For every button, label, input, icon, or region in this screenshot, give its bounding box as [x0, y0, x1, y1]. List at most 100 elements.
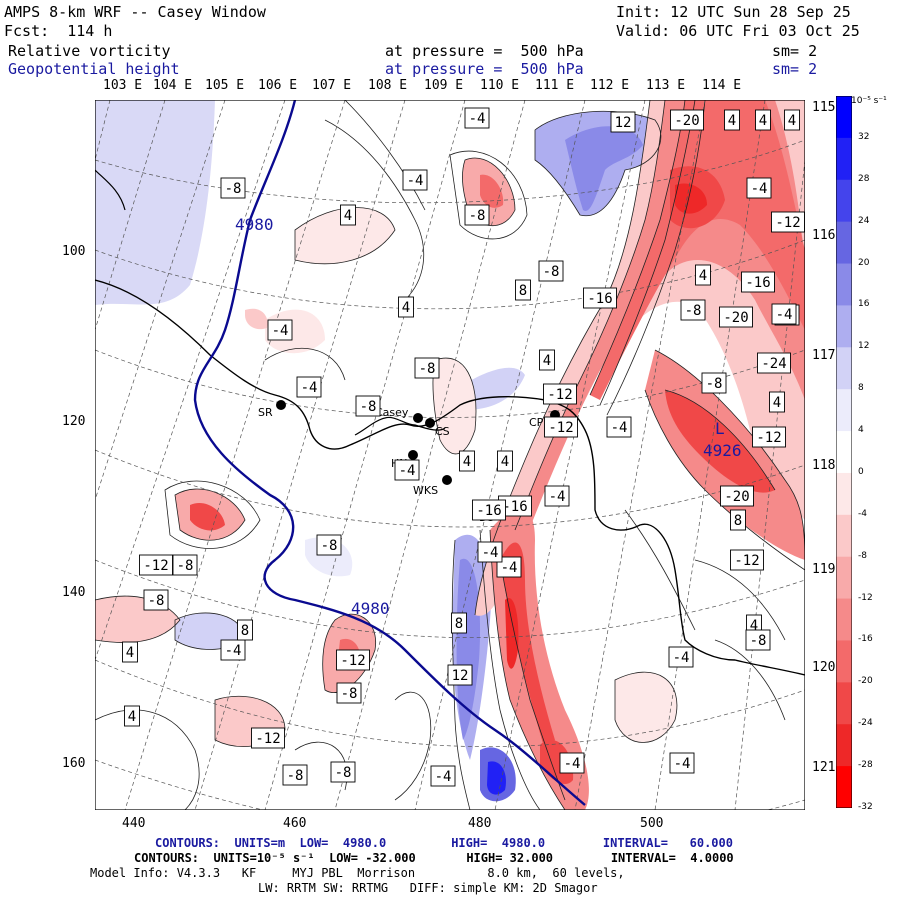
colorbar-cell [836, 514, 852, 558]
contour-label: -16 [583, 287, 617, 309]
contour-label: -12 [544, 416, 578, 438]
contour-label-value: -8 [148, 593, 165, 609]
contour-label-value: 8 [734, 513, 742, 529]
contour-label-value: -4 [611, 420, 628, 436]
longitude-label: 108 E [368, 78, 408, 93]
longitude-label: 114 E [702, 78, 742, 93]
contour-label: -16 [472, 499, 506, 521]
longitude-label: 105 E [205, 78, 245, 93]
contour-label: -8 [745, 629, 771, 651]
field2-smoothing: sm= 2 [772, 60, 818, 78]
field2-name: Geopotential height [8, 60, 180, 78]
contour-label-value: 4 [750, 618, 758, 634]
contour-label-value: 8 [241, 623, 249, 639]
low-pressure-marker: L [715, 419, 725, 438]
colorbar-label: 8 [858, 383, 864, 394]
contour-label: -16 [741, 271, 775, 293]
contour-label-value: 12 [615, 115, 632, 131]
contour-label-value: -12 [255, 731, 280, 747]
footer-physics-info: LW: RRTM SW: RRTMG DIFF: simple KM: 2D S… [258, 881, 598, 895]
contour-label: 4 [695, 264, 711, 286]
contour-label: -8 [282, 764, 308, 786]
station-label-casey: Casey [375, 406, 409, 419]
contour-label: 8 [237, 619, 253, 641]
contour-label-value: -4 [301, 380, 318, 396]
contour-label: 4 [769, 391, 785, 413]
contour-label: -4 [606, 416, 632, 438]
colorbar-cell [836, 96, 852, 139]
field1-level: at pressure = 500 hPa [385, 42, 584, 60]
footer-vorticity-contours: CONTOURS: UNITS=10⁻⁵ s⁻¹ LOW= -32.000 HI… [134, 851, 734, 865]
contour-label: 4 [755, 109, 771, 131]
contour-label-value: 4 [501, 454, 509, 470]
contour-label: -20 [719, 306, 753, 328]
contour-label-value: -4 [407, 173, 424, 189]
contour-label-value: -4 [469, 111, 486, 127]
station-label-cp: CP [529, 416, 544, 429]
height-label: 4926 [703, 441, 742, 460]
contour-label-value: -4 [549, 489, 566, 505]
contour-label: 12 [447, 664, 473, 686]
contour-label: 4 [340, 204, 356, 226]
contour-label-value: -4 [564, 756, 581, 772]
contour-label-value: -24 [761, 356, 786, 372]
contour-label: 4 [398, 296, 414, 318]
x-tick-label: 480 [468, 816, 492, 831]
station-label-sr: SR [258, 406, 273, 419]
contour-label: -12 [730, 549, 764, 571]
contour-label: 8 [515, 279, 531, 301]
colorbar-label: -16 [858, 634, 873, 645]
valid-time: Valid: 06 UTC Fri 03 Oct 25 [616, 22, 860, 40]
contour-label-value: -4 [482, 545, 499, 561]
contour-label-value: -12 [548, 420, 573, 436]
y-tick-label: 140 [62, 585, 86, 600]
contour-label: 4 [539, 349, 555, 371]
contour-label: 4 [497, 450, 513, 472]
contour-label-value: 4 [463, 454, 471, 470]
colorbar-label: 32 [858, 131, 870, 142]
footer-height-contours: CONTOURS: UNITS=m LOW= 4980.0 HIGH= 4980… [155, 836, 733, 850]
colorbar-label: 20 [858, 257, 870, 268]
contour-label-value: -8 [341, 686, 358, 702]
contour-label-value: -8 [543, 264, 560, 280]
contour-label: -24 [757, 352, 791, 374]
y-tick-label: 100 [62, 244, 86, 259]
contour-label-value: 4 [126, 645, 134, 661]
contour-label: -8 [464, 204, 490, 226]
contour-label-value: -8 [287, 768, 304, 784]
y-tick-label: 160 [62, 756, 86, 771]
colorbar-label: -4 [858, 508, 867, 519]
x-tick-label: 460 [283, 816, 307, 831]
forecast-hour: Fcst: 114 h [4, 22, 113, 40]
contour-label: -20 [670, 109, 704, 131]
contour-label-value: -4 [435, 769, 452, 785]
longitude-label: 110 E [480, 78, 520, 93]
lat-lon-grid [95, 100, 805, 810]
contour-label: -12 [543, 383, 577, 405]
colorbar-cell [836, 389, 852, 432]
contour-label: -4 [544, 485, 570, 507]
contour-label-value: -16 [476, 503, 501, 519]
contour-label: -12 [752, 426, 786, 448]
contour-label: 12 [610, 111, 636, 133]
contour-label-value: -8 [360, 399, 377, 415]
height-label: 4980 [351, 599, 390, 618]
contour-label-value: -4 [751, 181, 768, 197]
contour-label: -8 [336, 682, 362, 704]
contour-label: -8 [172, 554, 198, 576]
contour-label: 4 [122, 641, 138, 663]
colorbar-cell [836, 556, 852, 600]
height-label: 4980 [235, 215, 274, 234]
longitude-label: 111 E [535, 78, 575, 93]
geopotential-height-contours [193, 100, 586, 806]
contour-label: -8 [355, 395, 381, 417]
station-label-cs: CS [435, 425, 450, 438]
contour-label-value: -4 [501, 560, 518, 576]
contour-label-value: 4 [773, 395, 781, 411]
colorbar-cell [836, 263, 852, 306]
contour-label: -12 [139, 554, 173, 576]
longitude-label: 107 E [312, 78, 352, 93]
station-label-wks: WKS [413, 484, 438, 497]
contour-label: 4 [124, 705, 140, 727]
